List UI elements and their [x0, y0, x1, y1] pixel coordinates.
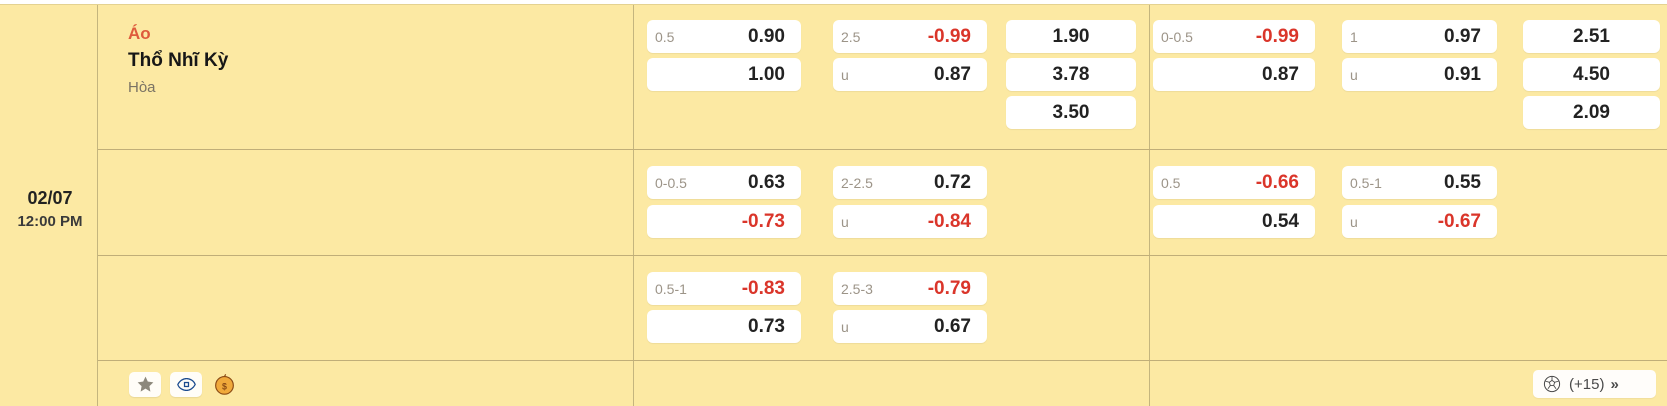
svg-text:$: $: [222, 381, 227, 391]
